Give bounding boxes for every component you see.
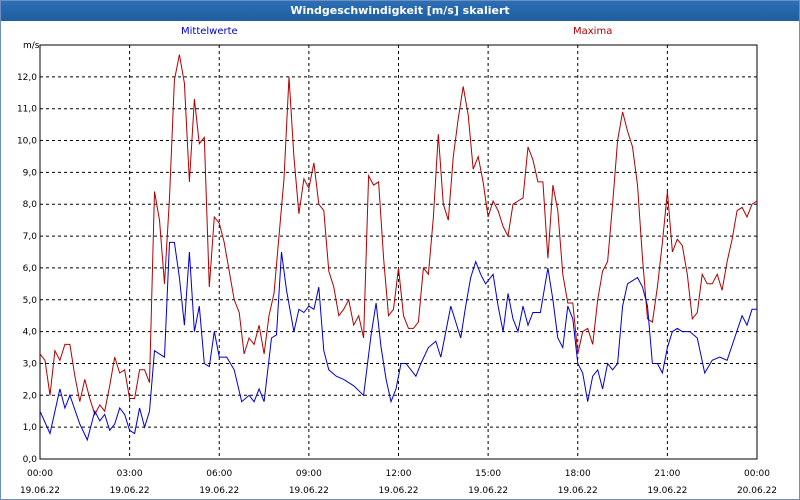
- x-tick-date: 19.06.22: [289, 486, 329, 496]
- x-tick-time: 15:00: [475, 469, 501, 479]
- y-tick-label: 8,0: [23, 200, 38, 210]
- y-tick-label: 7,0: [23, 232, 38, 242]
- y-tick-label: 1,0: [23, 423, 38, 433]
- x-tick-time: 21:00: [654, 469, 680, 479]
- y-tick-label: 11,0: [17, 105, 37, 115]
- y-tick-label: 9,0: [23, 168, 38, 178]
- series-line-mittelwerte: [39, 241, 757, 442]
- x-tick-time: 00:00: [27, 469, 53, 479]
- x-tick-date: 19.06.22: [558, 486, 598, 496]
- x-tick-date: 19.06.22: [378, 486, 418, 496]
- x-tick-time: 03:00: [117, 469, 143, 479]
- x-tick-time: 12:00: [386, 469, 412, 479]
- window-title: Windgeschwindigkeit [m/s] skaliert: [1, 1, 799, 21]
- y-tick-label: 6,0: [23, 264, 38, 274]
- x-tick-date: 19.06.22: [468, 486, 508, 496]
- x-tick-date: 20.06.22: [737, 486, 777, 496]
- x-tick-date: 19.06.22: [110, 486, 150, 496]
- series-line-maxima: [39, 54, 758, 416]
- y-tick-label: 10,0: [17, 137, 37, 147]
- y-tick-label: 3,0: [23, 359, 38, 369]
- y-tick-label: 0,0: [23, 455, 38, 465]
- y-tick-label: 5,0: [23, 296, 38, 306]
- y-axis-unit: m/s: [23, 41, 40, 51]
- legend-mittelwerte: Mittelwerte: [181, 26, 238, 37]
- y-tick-label: 4,0: [23, 328, 38, 338]
- x-tick-time: 09:00: [296, 469, 322, 479]
- x-tick-date: 19.06.22: [647, 486, 687, 496]
- x-tick-time: 18:00: [565, 469, 591, 479]
- x-tick-time: 00:00: [744, 469, 770, 479]
- x-tick-date: 19.06.22: [20, 486, 60, 496]
- x-tick-time: 06:00: [206, 469, 232, 479]
- legend-maxima: Maxima: [573, 26, 613, 37]
- x-tick-date: 19.06.22: [199, 486, 239, 496]
- y-tick-label: 2,0: [23, 391, 38, 401]
- y-tick-label: 12,0: [17, 73, 37, 83]
